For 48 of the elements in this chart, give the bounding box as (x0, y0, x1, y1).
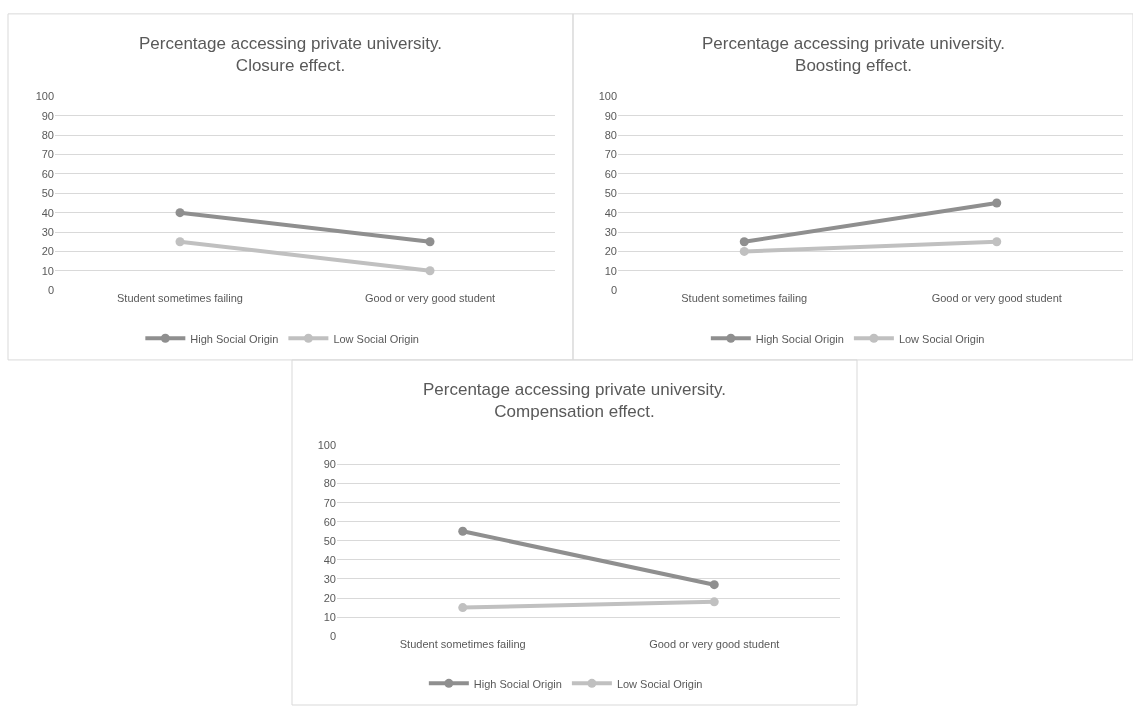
y-tick-label: 50 (41, 187, 54, 200)
legend-label: High Social Origin (755, 332, 844, 345)
y-tick-label: 20 (41, 245, 54, 258)
y-tick-label: 30 (41, 225, 54, 238)
y-tick-label: 70 (41, 148, 54, 161)
y-tick-label: 80 (323, 477, 336, 490)
y-tick-label: 40 (41, 206, 54, 219)
y-tick-label: 100 (317, 439, 336, 452)
chart-title: Percentage accessing private university. Boosting effect. (702, 34, 1006, 76)
x-tick-label: Good or very good student (364, 292, 496, 305)
y-tick-label: 50 (323, 534, 336, 547)
x-tick-label: Good or very good student (649, 638, 780, 651)
x-tick-label: Student sometimes failing (681, 292, 808, 305)
x-tick-label: Student sometimes failing (399, 638, 526, 651)
y-tick-label: 0 (610, 283, 617, 296)
y-tick-label: 20 (323, 591, 336, 604)
y-tick-label: 0 (47, 283, 54, 296)
legend-label: Low Social Origin (333, 332, 419, 345)
y-tick-label: 40 (604, 206, 617, 219)
y-tick-label: 60 (604, 167, 617, 180)
y-tick-label: 10 (604, 264, 617, 277)
legend-label: High Social Origin (473, 677, 562, 690)
x-tick-label: Good or very good student (931, 292, 1062, 305)
legend-label: Low Social Origin (898, 332, 985, 345)
y-tick-label: 50 (604, 187, 617, 200)
legend-label: Low Social Origin (616, 677, 703, 690)
y-tick-label: 90 (604, 109, 617, 122)
y-tick-label: 70 (323, 496, 336, 509)
y-tick-label: 30 (323, 572, 336, 585)
y-tick-label: 0 (329, 630, 336, 643)
y-tick-label: 70 (604, 148, 617, 161)
y-tick-label: 80 (41, 129, 54, 142)
y-tick-label: 40 (323, 553, 336, 566)
y-tick-label: 10 (41, 264, 54, 277)
legend-label: High Social Origin (190, 332, 279, 345)
y-tick-label: 100 (35, 90, 54, 103)
x-tick-label: Student sometimes failing (117, 292, 243, 305)
y-tick-label: 80 (604, 129, 617, 142)
y-tick-label: 100 (598, 90, 617, 103)
y-tick-label: 60 (323, 515, 336, 528)
chart-title: Percentage accessing private university. Compensation effect. (423, 380, 727, 422)
chart-title: Percentage accessing private university. Closure effect. (139, 34, 443, 76)
y-tick-label: 30 (604, 225, 617, 238)
y-tick-label: 90 (323, 458, 336, 471)
y-tick-label: 10 (323, 610, 336, 623)
y-tick-label: 60 (41, 167, 54, 180)
y-tick-label: 20 (604, 245, 617, 258)
y-tick-label: 90 (41, 109, 54, 122)
